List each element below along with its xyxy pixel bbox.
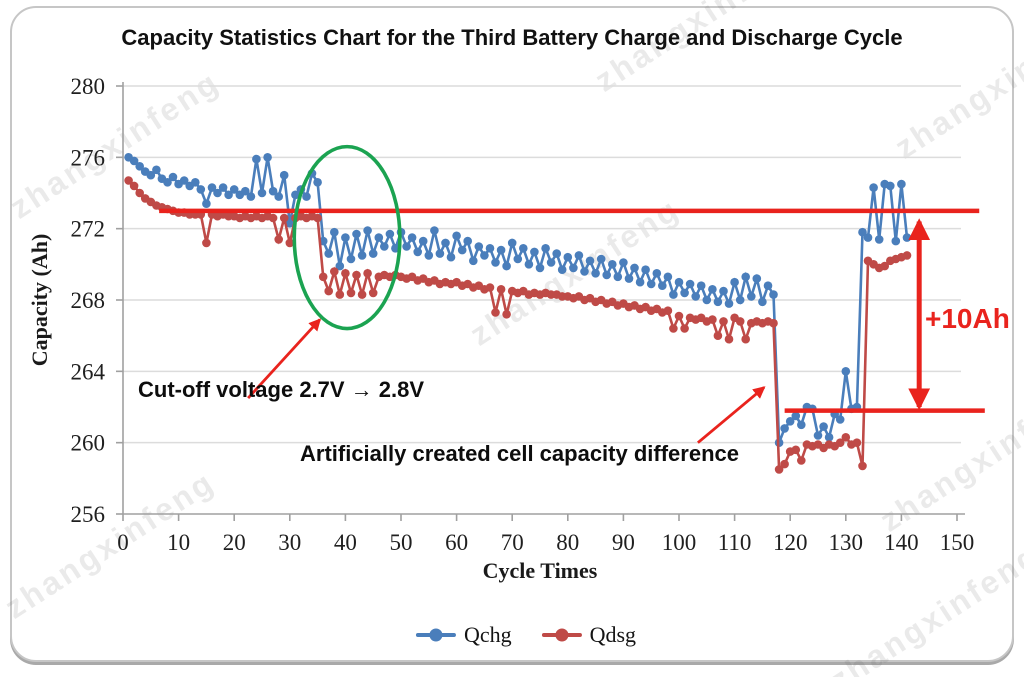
chart-legend: Qchg Qdsg (415, 622, 637, 648)
legend-item-qdsg: Qdsg (541, 622, 637, 648)
svg-text:90: 90 (612, 530, 635, 555)
chart-title: Capacity Statistics Chart for the Third … (121, 25, 903, 50)
legend-label-qchg: Qchg (463, 622, 512, 647)
qdsg-line-marker-icon (541, 628, 582, 642)
svg-text:60: 60 (445, 530, 468, 555)
svg-text:264: 264 (71, 359, 106, 384)
svg-text:268: 268 (71, 288, 106, 313)
svg-text:130: 130 (829, 530, 864, 555)
x-axis-title: Cycle Times (482, 558, 598, 583)
annotation-cutoff-voltage: Cut-off voltage 2.7V → 2.8V (138, 377, 425, 402)
svg-text:50: 50 (390, 530, 413, 555)
svg-text:256: 256 (71, 502, 106, 527)
svg-text:100: 100 (662, 530, 697, 555)
svg-text:150: 150 (940, 530, 975, 555)
legend-item-qchg: Qchg (415, 622, 512, 648)
annotation-delta-label: +10Ah (925, 303, 1010, 334)
svg-text:260: 260 (71, 431, 106, 456)
svg-text:30: 30 (278, 530, 301, 555)
svg-text:20: 20 (223, 530, 246, 555)
svg-text:140: 140 (884, 530, 919, 555)
svg-text:0: 0 (117, 530, 129, 555)
svg-text:110: 110 (718, 530, 752, 555)
svg-text:276: 276 (71, 145, 106, 170)
svg-text:10: 10 (167, 530, 190, 555)
chart-card (10, 6, 1014, 662)
svg-text:80: 80 (556, 530, 579, 555)
qchg-line-marker-icon (415, 628, 456, 642)
y-axis-title: Capacity (Ah) (27, 233, 52, 367)
annotation-artificial-difference: Artificially created cell capacity diffe… (300, 441, 739, 466)
svg-text:280: 280 (71, 74, 106, 99)
svg-text:120: 120 (773, 530, 808, 555)
svg-text:40: 40 (334, 530, 357, 555)
legend-label-qdsg: Qdsg (589, 622, 637, 647)
svg-text:272: 272 (71, 217, 106, 242)
svg-text:70: 70 (501, 530, 524, 555)
